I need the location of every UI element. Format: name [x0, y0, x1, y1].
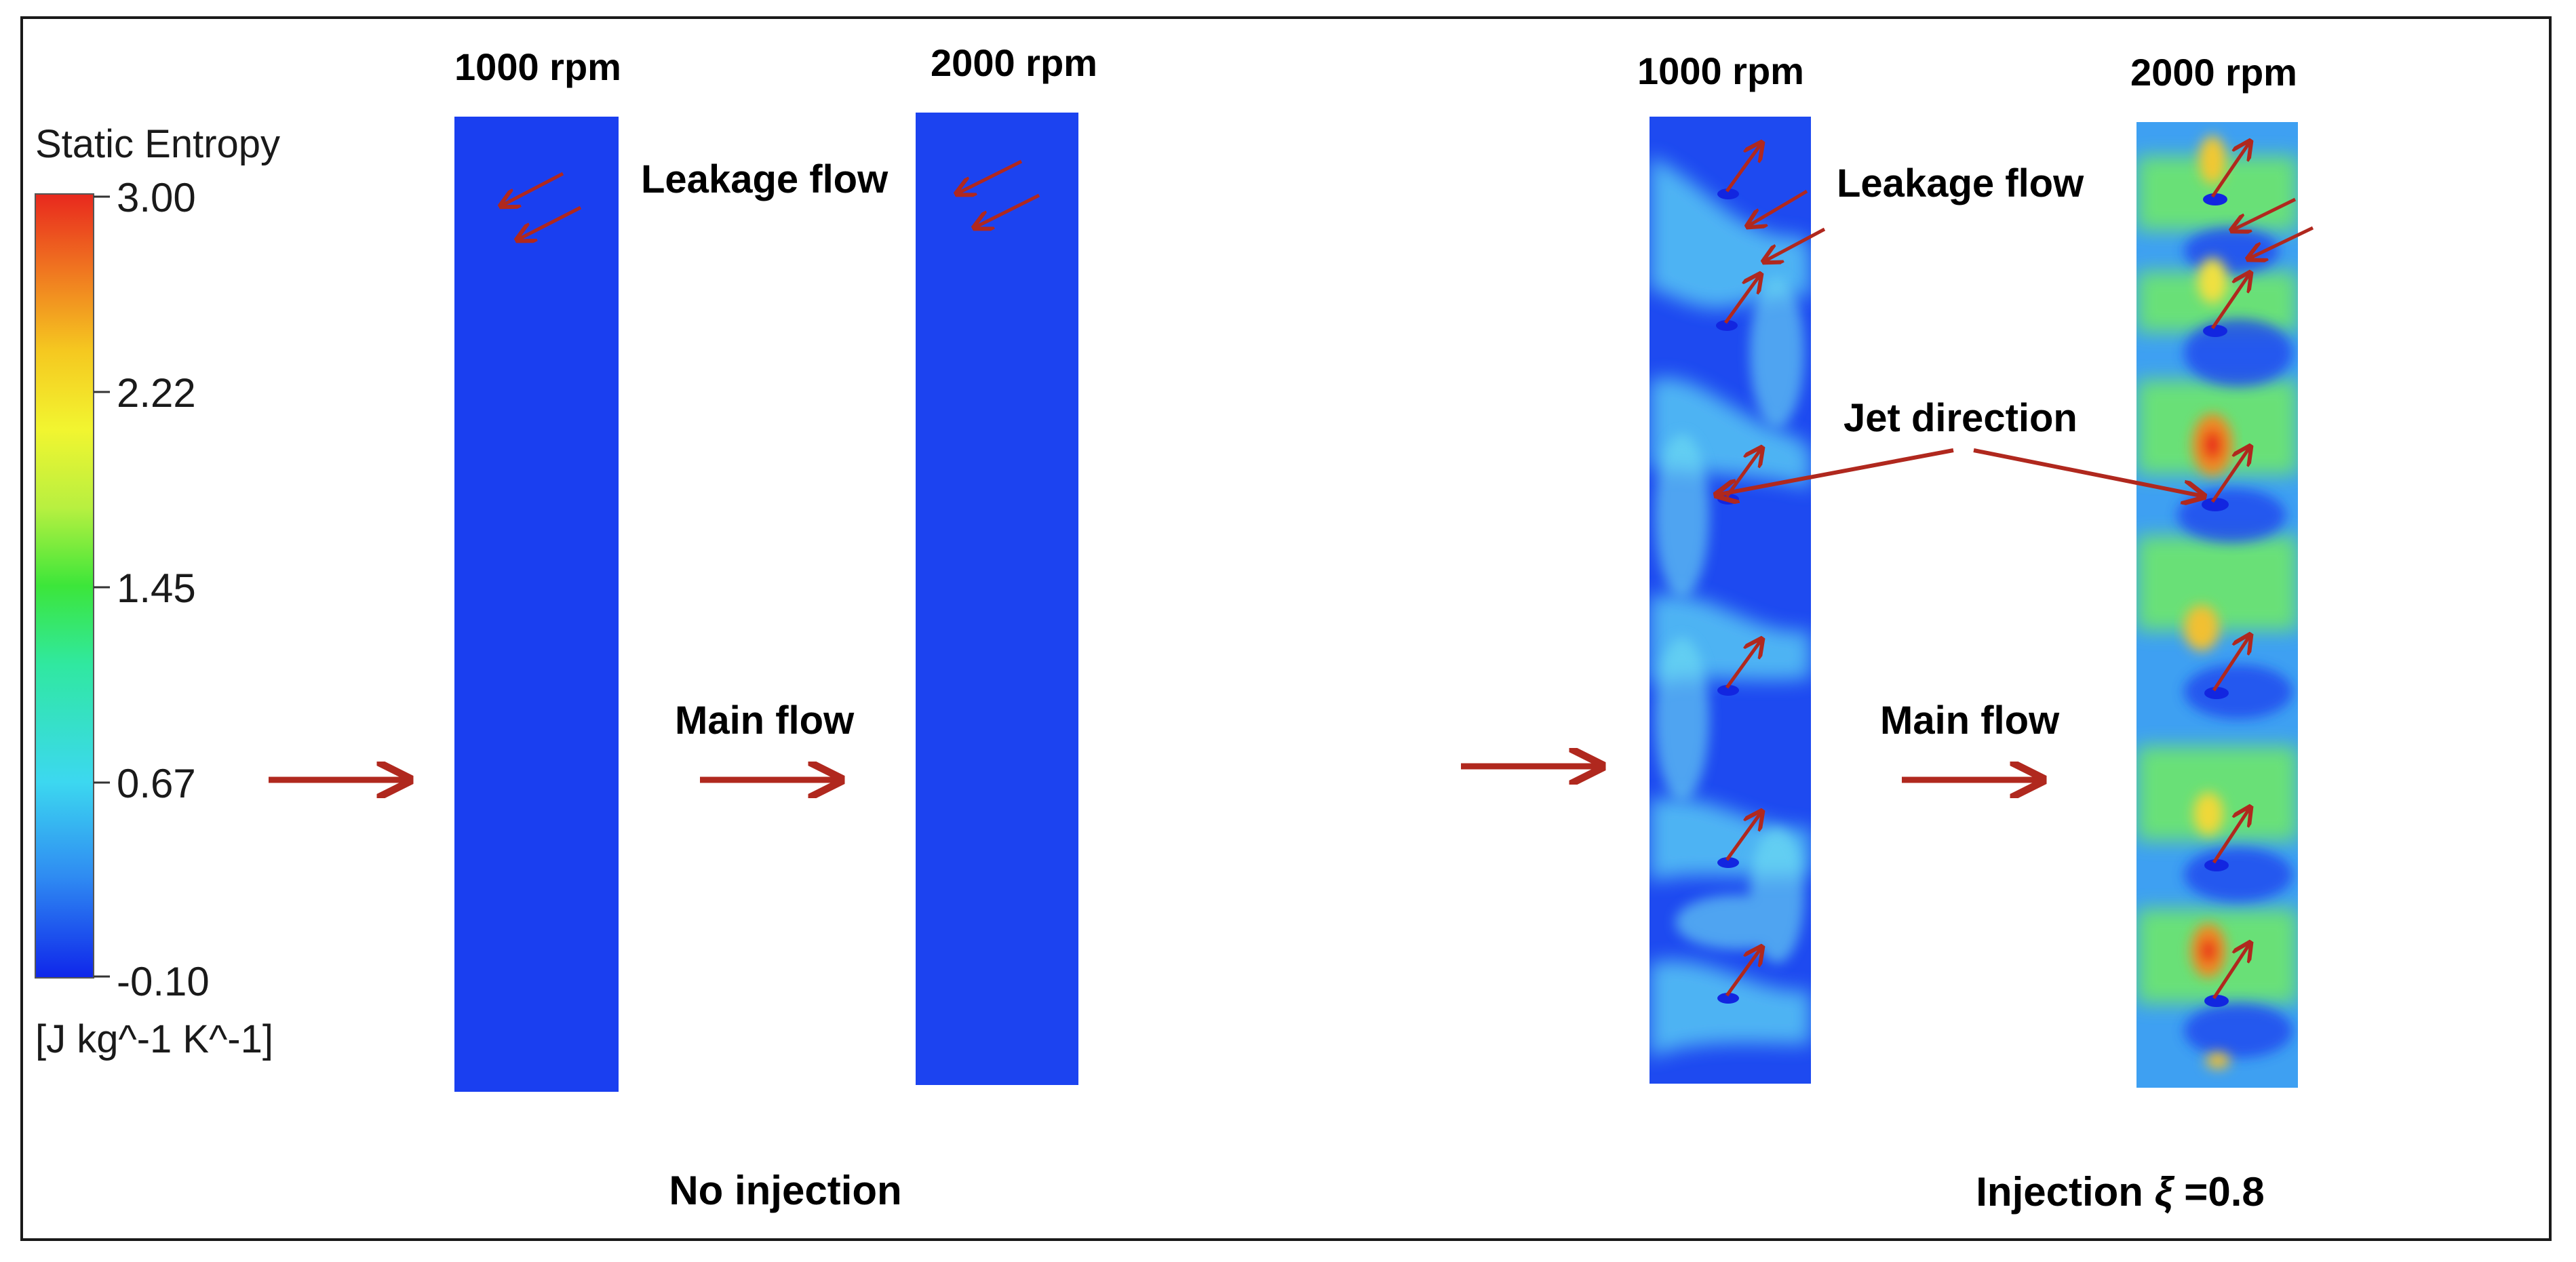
- caption-suffix: =0.8: [2173, 1169, 2265, 1215]
- caption-injection: Injection ξ =0.8: [1976, 1169, 2264, 1215]
- panel-no-injection-1000rpm: 1000 rpm: [454, 45, 621, 1092]
- speed-label: 2000 rpm: [931, 41, 1097, 84]
- contour-plot: [454, 117, 619, 1092]
- contour-plot: [916, 113, 1078, 1085]
- leakage-arrow: [2231, 197, 2297, 231]
- jet-direction-label: Jet direction: [1843, 396, 2077, 440]
- caption-no-injection: No injection: [669, 1168, 901, 1213]
- speed-label: 1000 rpm: [454, 45, 621, 88]
- legend-tick-2-22: 2.22: [117, 370, 196, 416]
- leakage-arrow: [1763, 227, 1826, 262]
- main-flow-label: Main flow: [675, 698, 855, 743]
- panel-no-injection-2000rpm: 2000 rpm: [916, 41, 1097, 1085]
- speed-label: 1000 rpm: [1637, 50, 1804, 92]
- leakage-arrow: [1747, 189, 1808, 226]
- colorbar: [35, 193, 94, 979]
- leakage-flow-label: Leakage flow: [641, 157, 889, 201]
- main-flow-label: Main flow: [1880, 698, 2060, 743]
- jet-arrows: [2210, 141, 2250, 1000]
- legend-tick-0-67: 0.67: [117, 761, 196, 806]
- colorbar-ticks: [94, 195, 110, 978]
- leakage-arrow: [2248, 226, 2314, 259]
- caption-xi-symbol: ξ: [2155, 1169, 2175, 1215]
- figure-frame: [20, 16, 2552, 1241]
- legend-tick-minus-0-10: -0.10: [117, 959, 210, 1004]
- leakage-arrow: [517, 205, 582, 240]
- caption-prefix: Injection: [1976, 1169, 2154, 1215]
- legend-tick-3-00: 3.00: [117, 175, 196, 220]
- jet-direction-pointer-right: [1973, 448, 2204, 496]
- panel-injection-2000rpm: 2000 rpm: [2130, 51, 2314, 1088]
- legend-title: Static Entropy: [35, 122, 280, 166]
- legend-tick-1-45: 1.45: [117, 566, 196, 611]
- legend-unit: [J kg^-1 K^-1]: [35, 1017, 273, 1061]
- leakage-arrow: [501, 172, 564, 206]
- speed-label: 2000 rpm: [2130, 51, 2297, 94]
- panel-injection-1000rpm: 1000 rpm: [1637, 50, 1826, 1084]
- colorbar-legend: Static Entropy 3.00 2.22 1.45 0.67 -0.10…: [35, 122, 280, 1061]
- leakage-arrow: [956, 159, 1023, 194]
- jet-arrows: [1723, 142, 1762, 997]
- jet-direction-pointer-left: [1716, 448, 1954, 495]
- leakage-arrow: [974, 193, 1040, 228]
- leakage-flow-label: Leakage flow: [1837, 161, 2084, 205]
